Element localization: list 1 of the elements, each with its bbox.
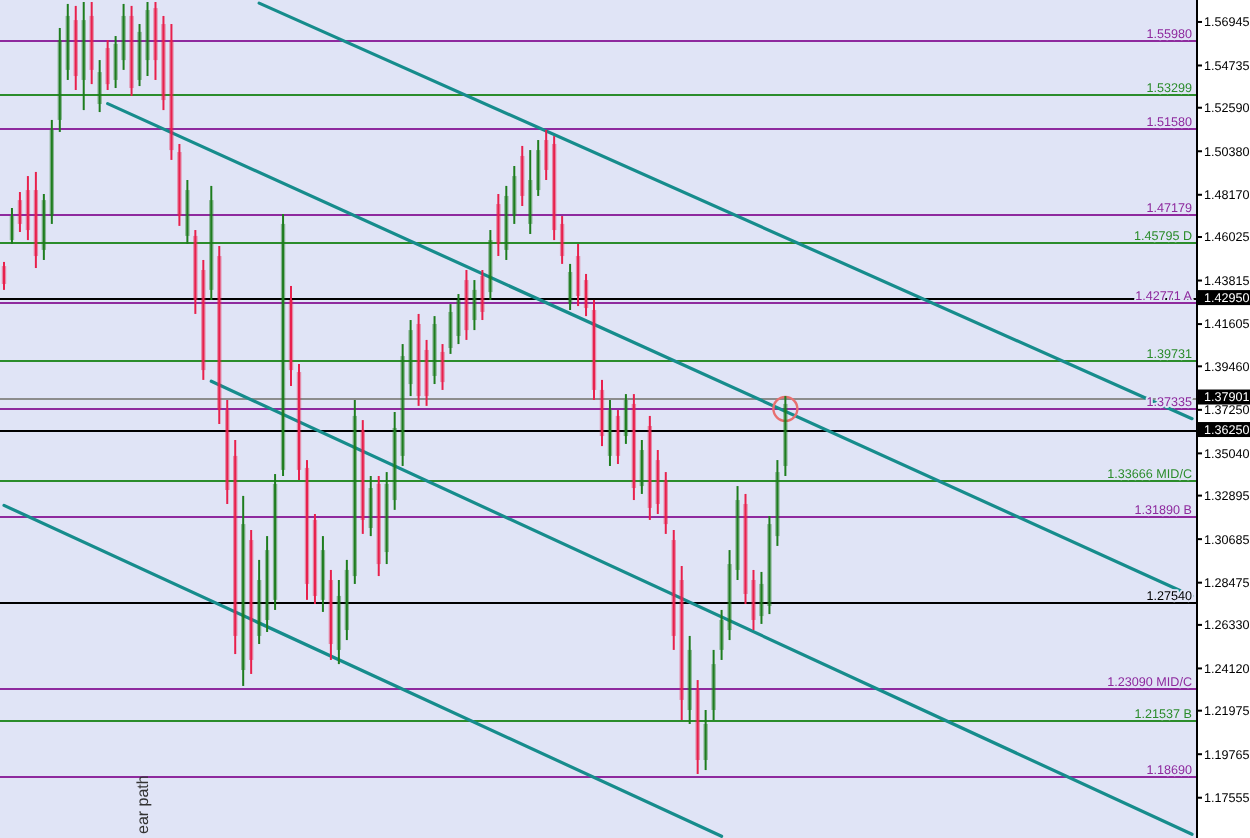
annotation: ear path: [134, 775, 152, 834]
